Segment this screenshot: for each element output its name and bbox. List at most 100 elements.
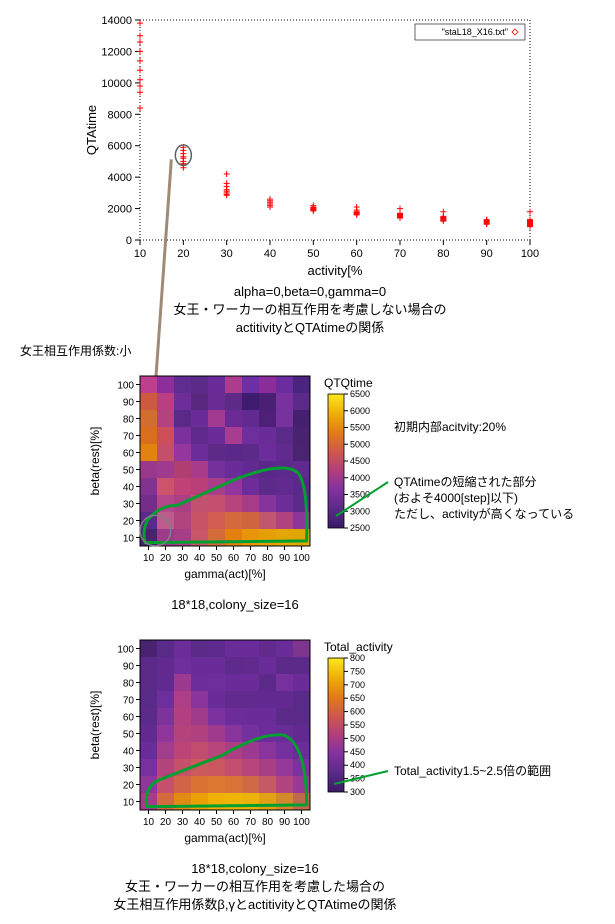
svg-text:40: 40 [123, 746, 135, 757]
svg-text:60: 60 [351, 248, 363, 260]
svg-text:(およそ4000[step]以下): (およそ4000[step]以下) [394, 491, 518, 505]
svg-text:30: 30 [123, 499, 135, 510]
svg-text:gamma(act)[%]: gamma(act)[%] [184, 567, 265, 581]
svg-text:80: 80 [123, 414, 135, 425]
svg-text:Total_activity1.5~2.5倍の範囲: Total_activity1.5~2.5倍の範囲 [394, 763, 551, 778]
svg-text:4500: 4500 [350, 456, 370, 466]
svg-text:90: 90 [123, 661, 135, 672]
svg-text:20: 20 [160, 817, 172, 828]
svg-text:6000: 6000 [108, 141, 132, 153]
svg-text:gamma(act)[%]: gamma(act)[%] [184, 831, 265, 845]
svg-text:60: 60 [228, 553, 240, 564]
heat2-caption-3: 女王相互作用係数β,γとactitivityとQTAtimeの関係 [75, 896, 435, 914]
svg-text:beta(rest)[%]: beta(rest)[%] [88, 426, 102, 495]
svg-text:10000: 10000 [101, 78, 132, 90]
svg-text:60: 60 [123, 448, 135, 459]
svg-text:70: 70 [394, 248, 406, 260]
svg-text:10: 10 [123, 533, 135, 544]
svg-text:90: 90 [279, 553, 291, 564]
svg-text:90: 90 [123, 397, 135, 408]
svg-text:70: 70 [123, 695, 135, 706]
svg-text:50: 50 [123, 465, 135, 476]
svg-text:80: 80 [262, 553, 274, 564]
scatter-chart: 10 20 30 40 50 60 70 80 90 100 0 2000 4000 6000 8000 10… [80, 10, 540, 280]
svg-text:10: 10 [143, 553, 155, 564]
heatmap-qtqtime: 1020304050607080901001020304050607080901… [85, 368, 615, 593]
left-small-label: 女王相互作用係数:小 [20, 343, 131, 360]
svg-text:ただし、activityが高くなっている: ただし、activityが高くなっている [394, 506, 574, 521]
svg-text:30: 30 [177, 817, 189, 828]
heat2-caption-1: 18*18,colony_size=16 [75, 860, 435, 878]
svg-text:6500: 6500 [350, 389, 370, 399]
svg-text:450: 450 [350, 747, 365, 757]
svg-text:50: 50 [211, 553, 223, 564]
svg-text:初期内部acitvity:20%: 初期内部acitvity:20% [394, 419, 506, 434]
heat1-caption: 18*18,colony_size=16 [105, 596, 365, 614]
svg-text:40: 40 [194, 817, 206, 828]
svg-text:650: 650 [350, 693, 365, 703]
svg-text:20: 20 [160, 553, 172, 564]
svg-text:30: 30 [123, 763, 135, 774]
svg-text:40: 40 [194, 553, 206, 564]
svg-text:80: 80 [262, 817, 274, 828]
svg-text:70: 70 [123, 431, 135, 442]
svg-text:3500: 3500 [350, 489, 370, 499]
svg-text:QTAtimeの短縮された部分: QTAtimeの短縮された部分 [394, 474, 536, 489]
svg-text:20: 20 [123, 516, 135, 527]
svg-text:50: 50 [307, 248, 319, 260]
svg-text:70: 70 [245, 553, 257, 564]
svg-text:400: 400 [350, 760, 365, 770]
svg-text:Total_activity: Total_activity [324, 640, 393, 654]
svg-text:6000: 6000 [350, 405, 370, 415]
svg-text:0: 0 [126, 235, 132, 247]
svg-text:750: 750 [350, 666, 365, 676]
svg-text:10: 10 [123, 797, 135, 808]
svg-text:3000: 3000 [350, 506, 370, 516]
svg-text:100: 100 [117, 380, 134, 391]
heat2-caption-2: 女王・ワーカーの相互作用を考慮した場合の [75, 878, 435, 896]
svg-text:20: 20 [177, 248, 189, 260]
svg-text:beta(rest)[%]: beta(rest)[%] [88, 690, 102, 759]
svg-text:100: 100 [293, 817, 310, 828]
svg-text:80: 80 [123, 678, 135, 689]
heatmap-total-activity: 1020304050607080901001020304050607080901… [85, 632, 615, 857]
svg-text:60: 60 [228, 817, 240, 828]
svg-text:"staL18_X16.txt": "staL18_X16.txt" [442, 27, 508, 37]
svg-text:90: 90 [481, 248, 493, 260]
svg-text:800: 800 [350, 653, 365, 663]
svg-text:50: 50 [123, 729, 135, 740]
svg-text:50: 50 [211, 817, 223, 828]
svg-text:2000: 2000 [108, 204, 132, 216]
svg-text:QTAtime: QTAtime [84, 105, 99, 155]
svg-text:500: 500 [350, 733, 365, 743]
svg-text:12000: 12000 [101, 46, 132, 58]
svg-text:80: 80 [437, 248, 449, 260]
svg-text:activity[%: activity[% [308, 263, 363, 278]
svg-text:10: 10 [134, 248, 146, 260]
svg-text:100: 100 [117, 644, 134, 655]
svg-text:600: 600 [350, 706, 365, 716]
svg-text:60: 60 [123, 712, 135, 723]
svg-text:QTQtime: QTQtime [324, 376, 373, 390]
svg-text:100: 100 [293, 553, 310, 564]
scatter-caption-2: actitivityとQTAtimeの関係 [120, 319, 500, 337]
svg-text:2500: 2500 [350, 523, 370, 533]
svg-text:70: 70 [245, 817, 257, 828]
svg-text:8000: 8000 [108, 109, 132, 121]
svg-text:5000: 5000 [350, 439, 370, 449]
svg-text:10: 10 [143, 817, 155, 828]
svg-text:4000: 4000 [350, 472, 370, 482]
svg-text:100: 100 [521, 248, 539, 260]
scatter-params: alpha=0,beta=0,gamma=0 [120, 283, 500, 301]
svg-text:90: 90 [279, 817, 291, 828]
svg-text:4000: 4000 [108, 172, 132, 184]
svg-text:30: 30 [177, 553, 189, 564]
svg-text:700: 700 [350, 680, 365, 690]
svg-text:300: 300 [350, 787, 365, 797]
svg-text:5500: 5500 [350, 422, 370, 432]
svg-text:40: 40 [123, 482, 135, 493]
svg-text:14000: 14000 [101, 15, 132, 27]
svg-text:30: 30 [221, 248, 233, 260]
svg-text:40: 40 [264, 248, 276, 260]
scatter-caption-1: 女王・ワーカーの相互作用を考慮しない場合の [120, 301, 500, 319]
